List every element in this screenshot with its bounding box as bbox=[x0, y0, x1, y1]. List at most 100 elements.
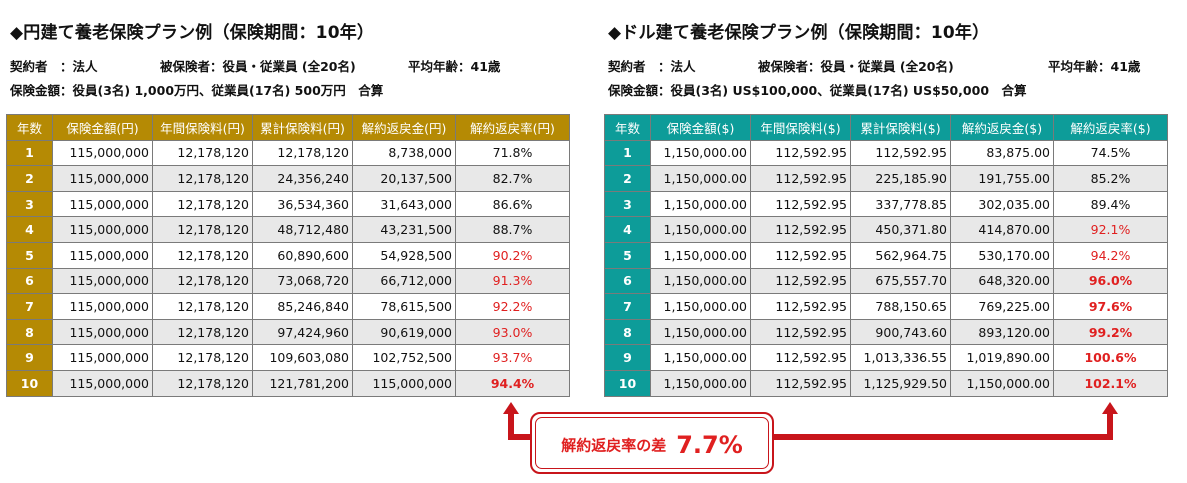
header-surrender-value: 解約返戻金($) bbox=[950, 114, 1054, 141]
cell-cumulative-premium: 450,371.80 bbox=[850, 216, 951, 243]
cell-insured-amount: 115,000,000 bbox=[52, 369, 153, 397]
cell-surrender-value: 893,120.00 bbox=[950, 318, 1054, 346]
cell-surrender-rate: 92.2% bbox=[455, 293, 570, 320]
dollar-table-header-row: 年数 保険金額($) 年間保険料($) 累計保険料($) 解約返戻金($) 解約… bbox=[604, 114, 1168, 141]
table-row: 8 115,000,000 12,178,120 97,424,960 90,619,0… bbox=[6, 318, 570, 346]
left-arrow-arm bbox=[508, 434, 532, 440]
cell-annual-premium: 112,592.95 bbox=[750, 318, 851, 346]
cell-cumulative-premium: 109,603,080 bbox=[252, 344, 353, 371]
cell-surrender-rate: 82.7% bbox=[455, 165, 570, 192]
cell-surrender-rate: 93.0% bbox=[455, 318, 570, 346]
cell-cumulative-premium: 1,013,336.55 bbox=[850, 344, 951, 371]
cell-insured-amount: 1,150,000.00 bbox=[650, 293, 751, 320]
cell-surrender-rate: 100.6% bbox=[1053, 344, 1168, 371]
right-arrow-arm bbox=[774, 434, 1113, 440]
cell-insured-amount: 1,150,000.00 bbox=[650, 369, 751, 397]
cell-surrender-rate: 94.4% bbox=[455, 369, 570, 397]
header-surrender-rate: 解約返戻率(円) bbox=[455, 114, 570, 141]
cell-surrender-rate: 92.1% bbox=[1053, 216, 1168, 243]
cell-years: 3 bbox=[6, 190, 53, 218]
cell-annual-premium: 12,178,120 bbox=[152, 190, 253, 218]
cell-years: 4 bbox=[604, 216, 651, 243]
table-row: 2 115,000,000 12,178,120 24,356,240 20,137,5… bbox=[6, 165, 570, 192]
cell-surrender-rate: 88.7% bbox=[455, 216, 570, 243]
cell-insured-amount: 115,000,000 bbox=[52, 216, 153, 243]
cell-insured-amount: 1,150,000.00 bbox=[650, 190, 751, 218]
cell-annual-premium: 112,592.95 bbox=[750, 267, 851, 295]
dollar-table-body: 1 1,150,000.00 112,592.95 112,592.95 83,875.… bbox=[604, 139, 1168, 397]
header-surrender-value: 解約返戻金(円) bbox=[352, 114, 456, 141]
cell-surrender-rate: 74.5% bbox=[1053, 139, 1168, 167]
dollar-plan-title: ◆ドル建て養老保険プラン例（保険期間：10年） bbox=[608, 23, 990, 43]
table-row: 3 115,000,000 12,178,120 36,534,360 31,643,0… bbox=[6, 190, 570, 218]
table-row: 4 115,000,000 12,178,120 48,712,480 43,231,5… bbox=[6, 216, 570, 243]
table-row: 10 115,000,000 12,178,120 121,781,200 115,00… bbox=[6, 369, 570, 397]
rate-difference-value: 7.7% bbox=[676, 431, 743, 459]
cell-years: 10 bbox=[6, 369, 53, 397]
cell-surrender-value: 115,000,000 bbox=[352, 369, 456, 397]
cell-surrender-value: 530,170.00 bbox=[950, 241, 1054, 269]
cell-cumulative-premium: 85,246,840 bbox=[252, 293, 353, 320]
header-years: 年数 bbox=[6, 114, 53, 141]
cell-years: 6 bbox=[6, 267, 53, 295]
yen-insured-amount: 保険金額：役員(3名) 1,000万円、従業員(17名) 500万円 合算 bbox=[10, 83, 384, 98]
cell-surrender-rate: 102.1% bbox=[1053, 369, 1168, 397]
table-row: 6 115,000,000 12,178,120 73,068,720 66,712,0… bbox=[6, 267, 570, 295]
cell-surrender-rate: 93.7% bbox=[455, 344, 570, 371]
cell-surrender-value: 83,875.00 bbox=[950, 139, 1054, 167]
yen-table-header-row: 年数 保険金額(円) 年間保険料(円) 累計保険料(円) 解約返戻金(円) 解約… bbox=[6, 114, 570, 141]
cell-surrender-value: 43,231,500 bbox=[352, 216, 456, 243]
cell-years: 1 bbox=[6, 139, 53, 167]
cell-cumulative-premium: 788,150.65 bbox=[850, 293, 951, 320]
cell-surrender-rate: 90.2% bbox=[455, 241, 570, 269]
cell-years: 9 bbox=[6, 344, 53, 371]
cell-insured-amount: 115,000,000 bbox=[52, 344, 153, 371]
dollar-contractor: 契約者 ：法人 bbox=[608, 59, 696, 74]
cell-surrender-value: 90,619,000 bbox=[352, 318, 456, 346]
table-row: 4 1,150,000.00 112,592.95 450,371.80 414,870… bbox=[604, 216, 1168, 243]
cell-insured-amount: 1,150,000.00 bbox=[650, 344, 751, 371]
cell-surrender-value: 31,643,000 bbox=[352, 190, 456, 218]
table-row: 5 115,000,000 12,178,120 60,890,600 54,928,5… bbox=[6, 241, 570, 269]
cell-surrender-value: 1,150,000.00 bbox=[950, 369, 1054, 397]
cell-insured-amount: 115,000,000 bbox=[52, 139, 153, 167]
table-row: 6 1,150,000.00 112,592.95 675,557.70 648,320… bbox=[604, 267, 1168, 295]
header-cumulative-premium: 累計保険料($) bbox=[850, 114, 951, 141]
table-row: 7 1,150,000.00 112,592.95 788,150.65 769,225… bbox=[604, 293, 1168, 320]
cell-cumulative-premium: 225,185.90 bbox=[850, 165, 951, 192]
cell-annual-premium: 12,178,120 bbox=[152, 139, 253, 167]
cell-surrender-value: 8,738,000 bbox=[352, 139, 456, 167]
table-row: 1 115,000,000 12,178,120 12,178,120 8,738,00… bbox=[6, 139, 570, 167]
cell-cumulative-premium: 36,534,360 bbox=[252, 190, 353, 218]
cell-years: 7 bbox=[604, 293, 651, 320]
cell-years: 10 bbox=[604, 369, 651, 397]
cell-surrender-rate: 97.6% bbox=[1053, 293, 1168, 320]
cell-annual-premium: 12,178,120 bbox=[152, 344, 253, 371]
table-row: 9 115,000,000 12,178,120 109,603,080 102,752… bbox=[6, 344, 570, 371]
cell-years: 3 bbox=[604, 190, 651, 218]
cell-surrender-value: 769,225.00 bbox=[950, 293, 1054, 320]
yen-insured: 被保険者：役員・従業員 (全20名) bbox=[160, 59, 356, 74]
yen-plan-table: 年数 保険金額(円) 年間保険料(円) 累計保険料(円) 解約返戻金(円) 解約… bbox=[6, 114, 570, 397]
cell-cumulative-premium: 121,781,200 bbox=[252, 369, 353, 397]
cell-insured-amount: 1,150,000.00 bbox=[650, 216, 751, 243]
cell-surrender-rate: 91.3% bbox=[455, 267, 570, 295]
yen-plan-title: ◆円建て養老保険プラン例（保険期間：10年） bbox=[10, 23, 375, 43]
header-annual-premium: 年間保険料($) bbox=[750, 114, 851, 141]
dollar-insured: 被保険者：役員・従業員 (全20名) bbox=[758, 59, 954, 74]
cell-insured-amount: 115,000,000 bbox=[52, 318, 153, 346]
cell-surrender-rate: 94.2% bbox=[1053, 241, 1168, 269]
cell-insured-amount: 115,000,000 bbox=[52, 241, 153, 269]
cell-surrender-value: 648,320.00 bbox=[950, 267, 1054, 295]
cell-annual-premium: 12,178,120 bbox=[152, 241, 253, 269]
cell-surrender-rate: 99.2% bbox=[1053, 318, 1168, 346]
cell-cumulative-premium: 24,356,240 bbox=[252, 165, 353, 192]
cell-years: 8 bbox=[604, 318, 651, 346]
cell-insured-amount: 115,000,000 bbox=[52, 293, 153, 320]
cell-surrender-rate: 96.0% bbox=[1053, 267, 1168, 295]
cell-years: 1 bbox=[604, 139, 651, 167]
cell-years: 4 bbox=[6, 216, 53, 243]
cell-surrender-rate: 86.6% bbox=[455, 190, 570, 218]
cell-insured-amount: 1,150,000.00 bbox=[650, 267, 751, 295]
